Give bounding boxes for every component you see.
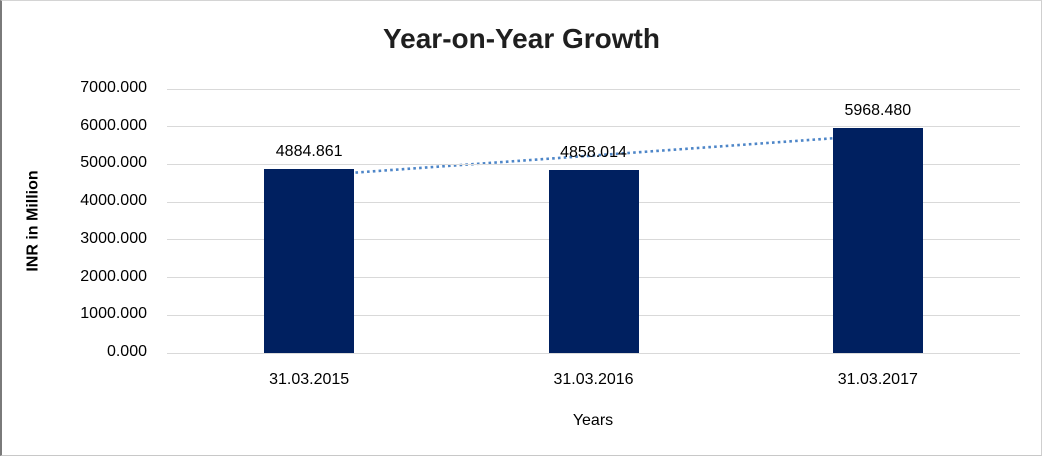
y-axis-title-text: INR in Million: [25, 170, 43, 272]
x-axis-tick-label: 31.03.2015: [269, 371, 350, 388]
y-axis-tick-label: 6000.000: [80, 116, 147, 134]
y-axis-tick-label: 3000.000: [80, 229, 147, 247]
y-axis-tick-label: 2000.000: [80, 267, 147, 285]
bar-data-label: 4884.861: [275, 142, 343, 160]
bar-data-label: 4858.014: [560, 143, 627, 161]
bar: [264, 168, 355, 353]
gridline: [167, 352, 1020, 354]
trendline: [309, 133, 878, 178]
gridline: [167, 126, 1020, 128]
x-axis-title: Years: [572, 412, 614, 429]
y-axis-tick-label: 0.000: [106, 343, 147, 360]
y-axis-tick-label: 1000.000: [80, 305, 147, 323]
x-axis-tick-label: 31.03.2016: [553, 371, 634, 388]
bar: [548, 169, 639, 353]
bar: [832, 127, 923, 353]
y-axis-tick-label: 7000.000: [80, 79, 147, 96]
gridline: [167, 163, 1020, 165]
y-axis-tick-label: 4000.000: [80, 192, 147, 210]
x-axis-tick-label: 31.03.2017: [837, 371, 918, 388]
chart-title: Year-on-Year Growth: [383, 23, 660, 54]
y-axis-tick-label: 5000.000: [80, 154, 147, 172]
plot-area: 4884.861 4858.014 5968.480: [167, 88, 1020, 354]
bar-data-label: 5968.480: [844, 101, 912, 119]
gridline: [167, 88, 1020, 90]
